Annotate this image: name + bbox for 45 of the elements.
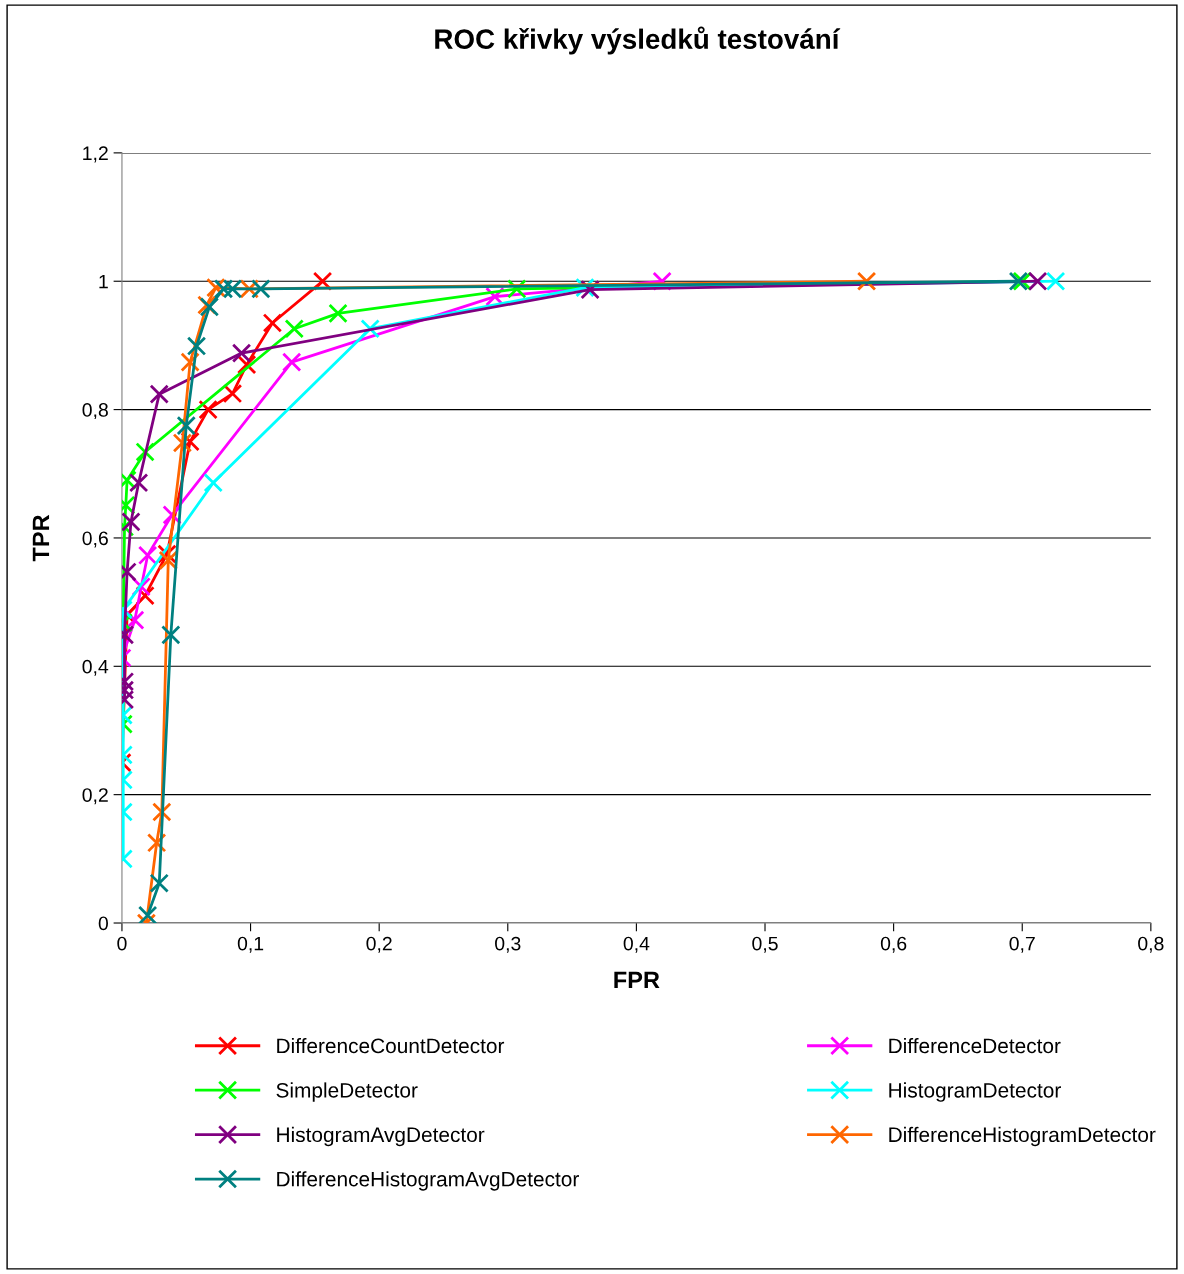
x-tick-label: 0,6: [880, 936, 907, 953]
y-tick-label: 1: [99, 274, 108, 289]
y-tick-label: 0,8: [82, 403, 108, 420]
point: [328, 303, 348, 324]
point: [149, 873, 169, 893]
x-tick-label: 0,1: [237, 936, 264, 953]
point: [222, 279, 243, 299]
y-tick-label: 0,2: [82, 788, 108, 805]
y-tick-label: 0: [98, 916, 108, 931]
point: [251, 279, 271, 299]
point: [186, 336, 207, 356]
legend-label: HistogramAvgDetector: [277, 1126, 485, 1147]
point: [213, 279, 234, 299]
x-tick-label: 0,2: [366, 936, 392, 953]
legend-label: DifferenceDetector: [889, 1037, 1061, 1054]
point: [121, 512, 141, 532]
y-tick-label: 0,4: [82, 659, 109, 676]
y-axis-title: TPR: [32, 514, 50, 562]
legend-label: HistogramDetector: [889, 1082, 1061, 1102]
x-tick-label: 0,8: [1138, 936, 1164, 953]
legend-label: DifferenceHistogramDetector: [889, 1126, 1156, 1147]
point: [137, 905, 158, 924]
legend-label: SimpleDetector: [276, 1082, 418, 1102]
y-tick-label: 0,6: [82, 531, 108, 548]
point: [282, 352, 302, 372]
point: [176, 415, 196, 436]
x-tick-label: 0: [117, 936, 127, 951]
point: [231, 343, 252, 363]
point: [161, 625, 181, 645]
y-tick-label: 1,2: [83, 146, 108, 163]
x-tick-label: 0,5: [752, 936, 778, 953]
x-tick-label: 0,7: [1009, 936, 1035, 953]
x-tick-label: 0,4: [623, 936, 650, 953]
point: [222, 383, 243, 404]
point: [262, 313, 283, 333]
x-axis-title: FPR: [614, 971, 660, 989]
point: [1027, 271, 1048, 291]
chart-title: ROC křivky výsledků testování: [435, 26, 841, 55]
x-tick-label: 0,3: [495, 936, 521, 953]
point: [137, 545, 158, 565]
point: [128, 473, 149, 493]
legend-label: DifferenceCountDetector: [277, 1037, 505, 1054]
legend-label: DifferenceHistogramAvgDetector: [277, 1171, 579, 1191]
point: [149, 384, 169, 404]
point: [198, 399, 218, 420]
